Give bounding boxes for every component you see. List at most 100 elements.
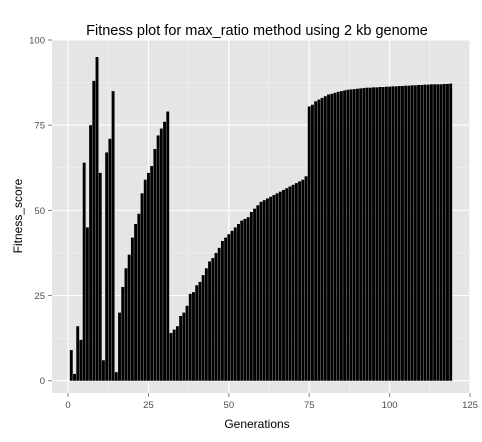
bar xyxy=(114,372,118,381)
bar xyxy=(105,152,109,381)
bar xyxy=(89,125,93,381)
bar xyxy=(134,223,138,381)
bar xyxy=(404,85,408,381)
bar xyxy=(401,85,404,381)
bar xyxy=(147,172,150,381)
bar xyxy=(143,179,147,381)
bar xyxy=(101,360,105,381)
y-axis-label: Fitness_score xyxy=(11,178,25,253)
bar xyxy=(224,237,228,381)
bar xyxy=(256,205,260,381)
bar xyxy=(79,339,83,381)
bar xyxy=(336,91,340,381)
bar xyxy=(137,213,141,381)
bar xyxy=(388,86,392,381)
bar xyxy=(204,268,208,381)
x-tick-label: 0 xyxy=(65,400,70,411)
bar xyxy=(439,84,443,381)
bar xyxy=(352,89,356,381)
y-tick-label: 100 xyxy=(29,36,45,47)
bar xyxy=(429,84,433,381)
bar xyxy=(169,333,173,381)
bar xyxy=(211,258,215,381)
bar xyxy=(359,88,363,381)
bar xyxy=(140,193,144,381)
chart-title: Fitness plot for max_ratio method using … xyxy=(86,23,428,39)
bar xyxy=(198,281,202,381)
bar xyxy=(76,326,80,381)
bar xyxy=(230,230,234,381)
bar xyxy=(127,254,131,381)
bar xyxy=(208,261,212,381)
bar xyxy=(339,91,343,381)
bar xyxy=(449,83,453,381)
bar xyxy=(391,86,395,381)
bar xyxy=(156,135,160,381)
bar xyxy=(130,237,134,381)
bar xyxy=(433,84,437,381)
bar xyxy=(314,101,318,381)
bar xyxy=(310,104,314,381)
bar xyxy=(240,220,244,381)
bar xyxy=(259,201,263,381)
bar xyxy=(436,84,440,381)
bar xyxy=(153,149,157,381)
bar xyxy=(82,162,86,381)
bar xyxy=(356,88,359,381)
bar xyxy=(111,91,115,381)
bar xyxy=(320,97,324,381)
x-axis-ticks: 0 25 50 75 100 125 xyxy=(65,393,478,411)
bar xyxy=(343,90,347,381)
bar xyxy=(317,99,321,381)
bar xyxy=(375,87,379,381)
bar xyxy=(85,227,89,381)
bar xyxy=(384,86,388,381)
bar xyxy=(294,183,298,381)
y-tick-label: 25 xyxy=(34,291,45,302)
bar xyxy=(275,193,279,381)
bar xyxy=(397,85,401,381)
bar xyxy=(233,227,237,381)
x-axis-label: Generations xyxy=(224,417,289,431)
bar xyxy=(304,176,308,381)
bars xyxy=(69,57,453,381)
bar xyxy=(298,181,302,381)
bar xyxy=(217,247,221,381)
bar xyxy=(282,189,285,381)
bar xyxy=(307,106,311,381)
bar xyxy=(201,275,205,381)
bar xyxy=(179,315,183,381)
bar xyxy=(272,195,276,381)
bar xyxy=(118,312,121,381)
bar xyxy=(442,83,446,381)
bar xyxy=(95,57,99,381)
bar xyxy=(368,87,372,381)
bar xyxy=(394,86,398,381)
bar xyxy=(166,111,170,381)
bar xyxy=(423,84,427,381)
y-tick-label: 50 xyxy=(34,206,45,217)
bar xyxy=(150,166,154,381)
x-tick-label: 100 xyxy=(382,400,398,411)
bar xyxy=(182,312,186,381)
bar xyxy=(249,212,253,381)
bar xyxy=(188,293,192,381)
bar xyxy=(73,373,76,381)
bar xyxy=(243,218,247,381)
bar xyxy=(92,80,96,381)
bar xyxy=(195,285,199,381)
bar xyxy=(333,92,337,381)
bar xyxy=(269,196,273,381)
bar xyxy=(381,87,385,381)
y-tick-label: 0 xyxy=(40,376,45,387)
bar xyxy=(378,87,382,381)
bar xyxy=(214,252,218,381)
bar xyxy=(372,87,375,381)
bar xyxy=(349,89,353,381)
bar xyxy=(163,121,166,381)
bar xyxy=(346,89,350,381)
bar xyxy=(265,198,269,381)
bar xyxy=(172,329,176,381)
